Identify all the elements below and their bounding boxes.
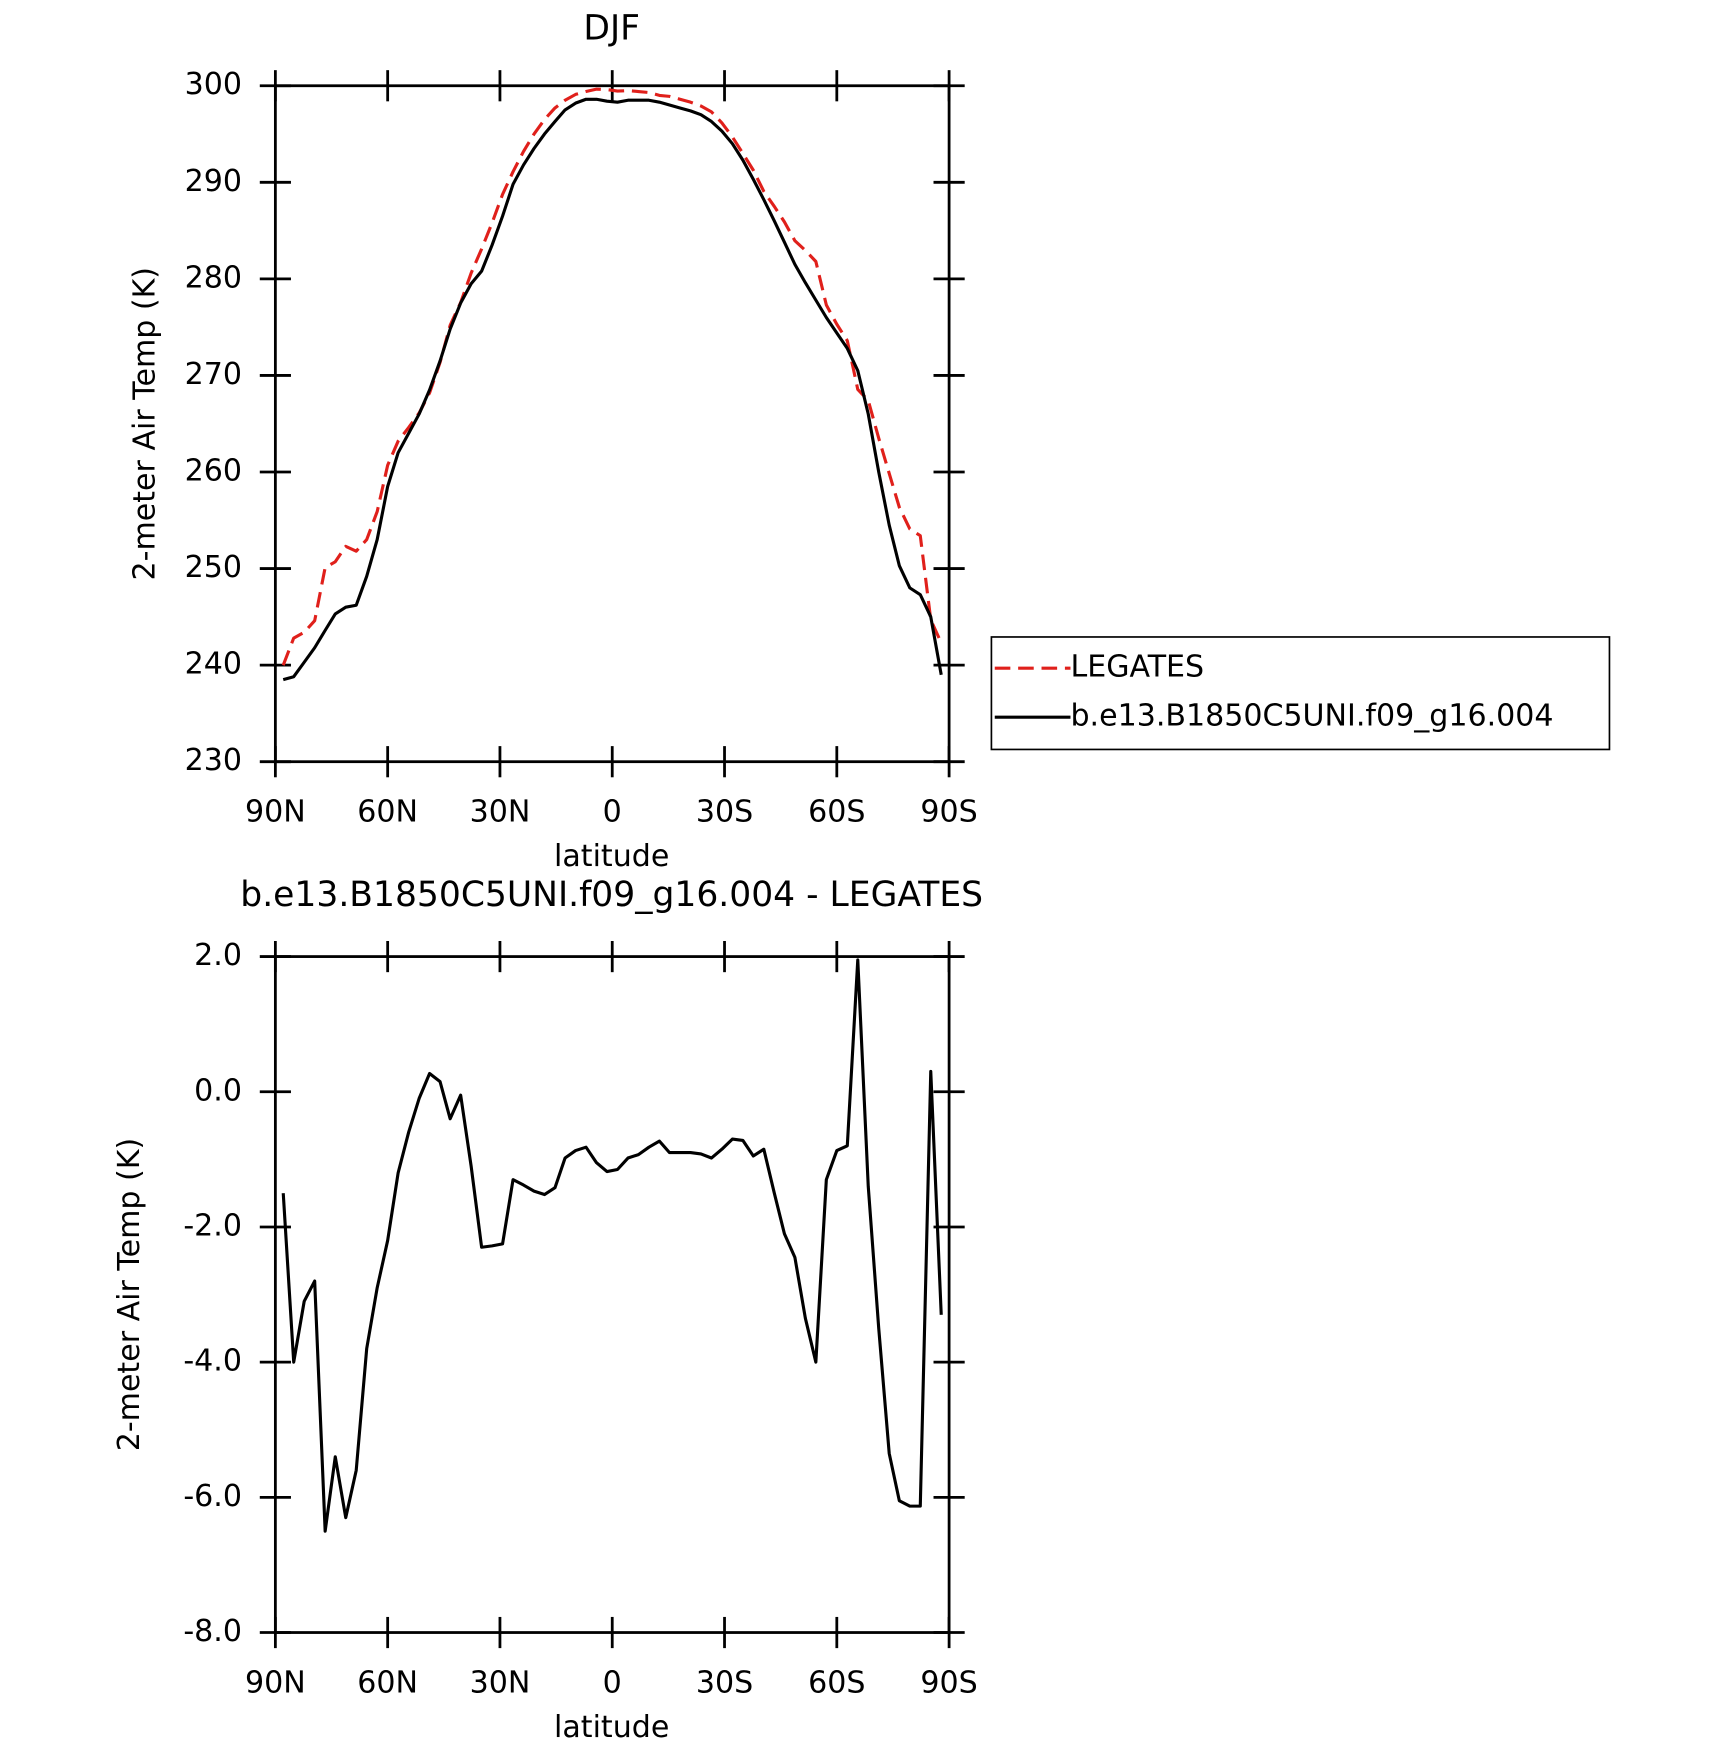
x-tick-label: 0 xyxy=(603,1665,622,1700)
y-tick-label: -6.0 xyxy=(183,1479,242,1514)
y-tick-label: 270 xyxy=(185,357,242,392)
x-tick-label: 60N xyxy=(357,794,418,829)
y-tick-label: 240 xyxy=(185,647,242,682)
y-tick-label: 300 xyxy=(185,67,242,102)
y-tick-label: 250 xyxy=(185,550,242,585)
x-tick-label: 90N xyxy=(245,794,306,829)
y-tick-label: 2.0 xyxy=(194,938,242,973)
y-tick-label: 280 xyxy=(185,260,242,295)
y-tick-label: 230 xyxy=(185,743,242,778)
y-tick-label: -8.0 xyxy=(183,1614,242,1649)
x-tick-label: 60S xyxy=(808,1665,865,1700)
plot-frame xyxy=(273,84,951,764)
x-axis-label: latitude xyxy=(554,839,669,874)
x-tick-label: 90N xyxy=(245,1665,306,1700)
x-tick-label: 60S xyxy=(808,794,865,829)
x-tick-label: 30S xyxy=(696,1665,753,1700)
y-axis-label: 2-meter Air Temp (K) xyxy=(112,1138,147,1451)
y-axis-label: 2-meter Air Temp (K) xyxy=(128,267,163,580)
x-axis-label: latitude xyxy=(554,1710,669,1745)
y-tick-label: -4.0 xyxy=(183,1344,242,1379)
x-tick-label: 30N xyxy=(470,1665,531,1700)
x-tick-label: 30N xyxy=(470,794,531,829)
legend-label: LEGATES xyxy=(1070,650,1204,685)
y-tick-label: 260 xyxy=(185,454,242,489)
x-tick-label: 90S xyxy=(920,794,977,829)
x-tick-label: 60N xyxy=(357,1665,418,1700)
x-tick-label: 30S xyxy=(696,794,753,829)
series-line xyxy=(281,87,943,666)
legend-label: b.e13.B1850C5UNI.f09_g16.004 xyxy=(1070,699,1553,734)
legend-box xyxy=(990,636,1611,751)
chart-title: DJF xyxy=(583,9,640,49)
x-tick-label: 90S xyxy=(920,1665,977,1700)
series-line xyxy=(282,97,943,682)
chart-title: b.e13.B1850C5UNI.f09_g16.004 - LEGATES xyxy=(240,875,983,915)
y-tick-label: 290 xyxy=(185,164,242,199)
data-line xyxy=(281,958,943,1533)
x-tick-label: 0 xyxy=(603,794,622,829)
y-tick-label: 0.0 xyxy=(194,1073,242,1108)
y-tick-label: -2.0 xyxy=(183,1208,242,1243)
